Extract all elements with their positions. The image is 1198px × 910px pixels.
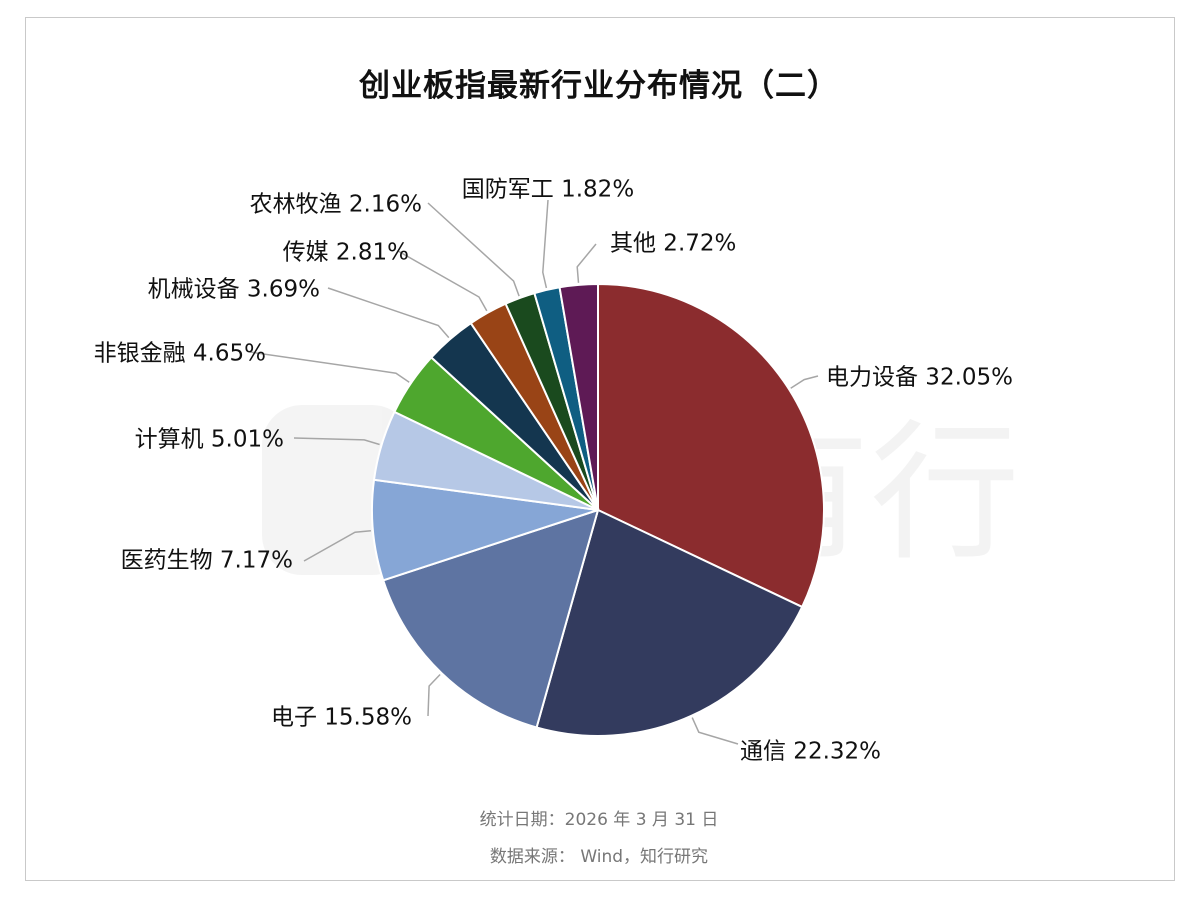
data-label-3: 电子 15.58% (271, 705, 412, 731)
pie-slice-11 (558, 282, 599, 511)
pie-slice-4 (371, 478, 599, 582)
leader-line-1 (790, 375, 819, 389)
pie-slice-1 (597, 282, 825, 609)
data-label-11: 其他 2.72% (610, 231, 736, 257)
leader-line-9 (427, 202, 520, 297)
leader-line-5 (293, 437, 380, 446)
leader-line-3 (427, 673, 441, 717)
leader-line-11 (576, 243, 597, 283)
data-label-8: 传媒 2.81% (283, 240, 409, 266)
data-label-5: 计算机 5.01% (135, 427, 284, 453)
leader-line-8 (397, 250, 488, 312)
data-label-7: 机械设备 3.69% (148, 277, 320, 303)
footer-source: 数据来源： Wind，知行研究 (489, 847, 709, 867)
leader-line-2 (691, 717, 739, 745)
leader-line-10 (542, 199, 549, 289)
pie-slice-3 (381, 508, 600, 729)
leader-line-7 (327, 287, 450, 339)
data-label-9: 农林牧渔 2.16% (250, 192, 422, 218)
data-label-6: 非银金融 4.65% (94, 341, 266, 367)
data-label-2: 通信 22.32% (740, 739, 881, 765)
leader-line-6 (249, 351, 410, 383)
footer-date: 统计日期：2026 年 3 月 31 日 (479, 810, 719, 830)
leader-line-4 (303, 529, 371, 562)
data-label-1: 电力设备 32.05% (826, 365, 1013, 391)
data-label-10: 国防军工 1.82% (462, 177, 634, 203)
pie-slice-2 (535, 508, 804, 737)
chart-title: 创业板指最新行业分布情况（二） (359, 68, 839, 104)
data-label-4: 医药生物 7.17% (121, 548, 293, 574)
